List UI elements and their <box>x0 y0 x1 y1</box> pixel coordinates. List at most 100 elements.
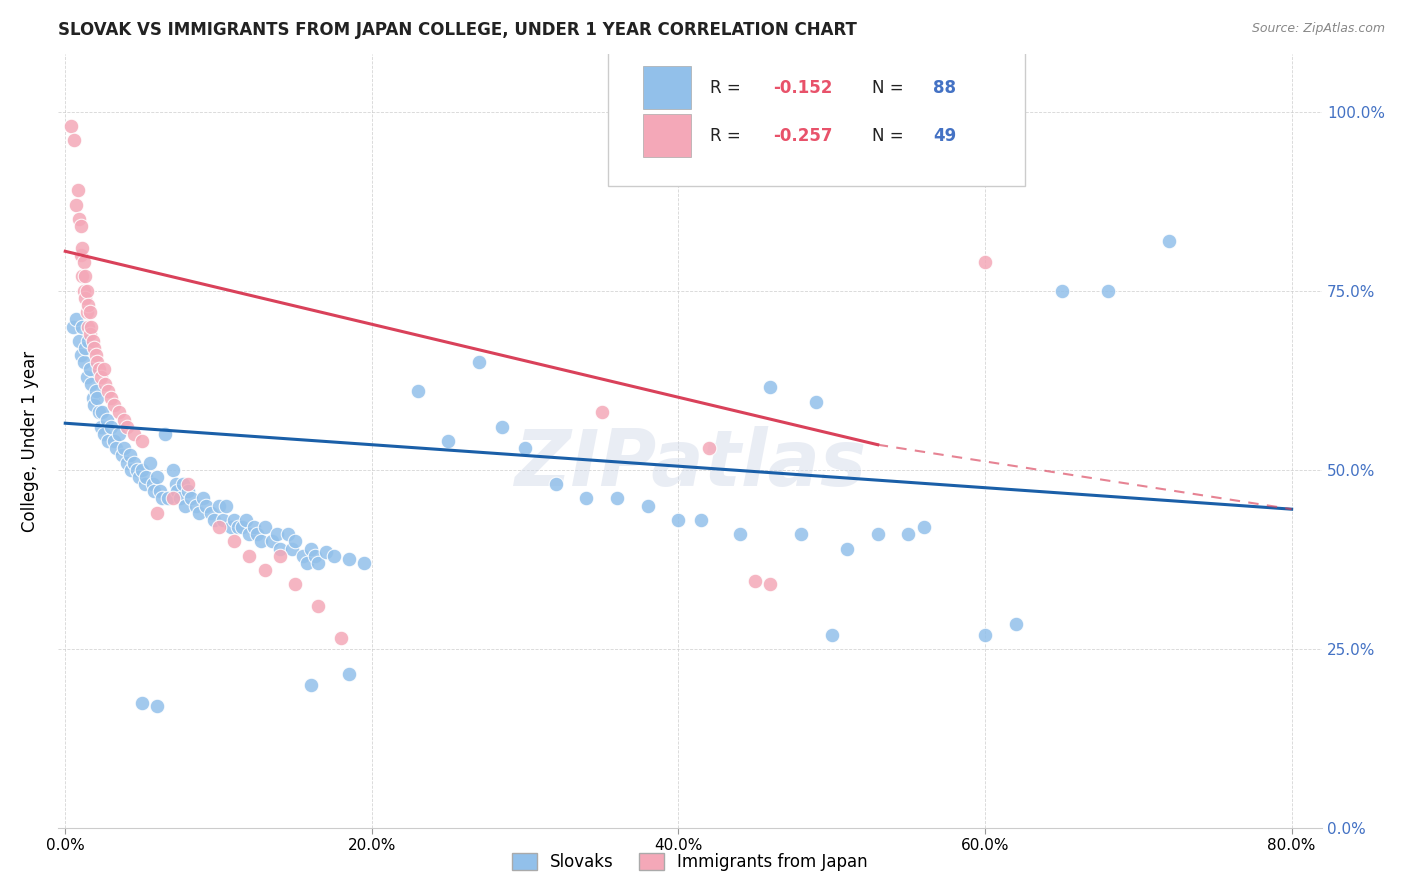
Point <box>149 484 172 499</box>
Point <box>165 477 187 491</box>
Point <box>281 541 304 556</box>
Point <box>177 477 200 491</box>
Point <box>153 427 176 442</box>
Point <box>77 334 100 348</box>
Point <box>83 341 105 355</box>
Point <box>80 376 103 391</box>
Point <box>93 427 115 442</box>
Point <box>195 499 218 513</box>
Point <box>228 520 250 534</box>
Point <box>690 513 713 527</box>
Point <box>821 627 844 641</box>
Text: Source: ZipAtlas.com: Source: ZipAtlas.com <box>1251 22 1385 36</box>
Point <box>1097 284 1119 298</box>
FancyBboxPatch shape <box>607 51 1025 186</box>
Point <box>91 405 114 419</box>
Point <box>120 463 142 477</box>
Point <box>515 442 537 456</box>
Point <box>75 269 97 284</box>
Point <box>219 520 242 534</box>
Point <box>76 305 98 319</box>
Point <box>759 577 782 591</box>
Point <box>238 527 260 541</box>
Point <box>104 442 127 456</box>
Point <box>575 491 598 506</box>
Text: -0.257: -0.257 <box>773 127 832 145</box>
Point <box>79 362 101 376</box>
Point <box>269 549 291 563</box>
Point <box>202 513 225 527</box>
Point <box>330 631 353 645</box>
Point <box>87 405 110 419</box>
Point <box>87 362 110 376</box>
Point <box>70 241 93 255</box>
Text: R =: R = <box>710 78 747 96</box>
Point <box>134 477 156 491</box>
Point <box>77 298 100 312</box>
Text: -0.152: -0.152 <box>773 78 832 96</box>
Point <box>142 477 165 491</box>
Point <box>146 470 169 484</box>
Text: ZIPatlas: ZIPatlas <box>513 426 866 502</box>
Point <box>246 527 269 541</box>
Point <box>79 305 101 319</box>
Point <box>93 362 115 376</box>
Point <box>76 284 98 298</box>
Point <box>231 520 253 534</box>
Point <box>156 491 179 506</box>
Point <box>122 456 145 470</box>
Point <box>269 541 291 556</box>
Point <box>69 348 91 362</box>
Point <box>80 319 103 334</box>
Point <box>63 133 86 147</box>
Point <box>177 484 200 499</box>
Point <box>759 380 782 394</box>
Point <box>207 520 229 534</box>
Point <box>112 412 135 426</box>
Point <box>86 391 108 405</box>
Point <box>115 419 138 434</box>
Point <box>60 119 83 133</box>
Point <box>96 412 118 426</box>
FancyBboxPatch shape <box>643 66 692 109</box>
Point <box>187 506 209 520</box>
Point <box>406 384 429 398</box>
Point <box>65 312 87 326</box>
Point <box>131 463 153 477</box>
Point <box>67 334 90 348</box>
Point <box>131 696 153 710</box>
FancyBboxPatch shape <box>643 114 692 157</box>
Point <box>193 491 215 506</box>
Point <box>103 398 125 412</box>
Point <box>337 667 360 681</box>
Point <box>173 499 195 513</box>
Point <box>150 491 173 506</box>
Point <box>266 527 288 541</box>
Point <box>131 434 153 449</box>
Point <box>184 499 207 513</box>
Point <box>200 506 222 520</box>
Point <box>291 549 314 563</box>
Point <box>127 463 149 477</box>
Point <box>222 534 245 549</box>
Point <box>1004 616 1026 631</box>
Point <box>97 384 120 398</box>
Point <box>697 442 720 456</box>
Point <box>284 534 307 549</box>
Point <box>835 541 858 556</box>
Point <box>89 369 111 384</box>
Point <box>637 499 659 513</box>
Point <box>62 319 84 334</box>
Point <box>974 627 997 641</box>
Point <box>806 394 828 409</box>
Point <box>215 499 238 513</box>
Point <box>243 520 266 534</box>
Point <box>146 699 169 714</box>
Point <box>89 419 111 434</box>
Legend: Slovaks, Immigrants from Japan: Slovaks, Immigrants from Japan <box>505 847 875 878</box>
Point <box>70 319 93 334</box>
Point <box>307 599 329 613</box>
Point <box>162 491 184 506</box>
Point <box>82 391 104 405</box>
Point <box>544 477 567 491</box>
